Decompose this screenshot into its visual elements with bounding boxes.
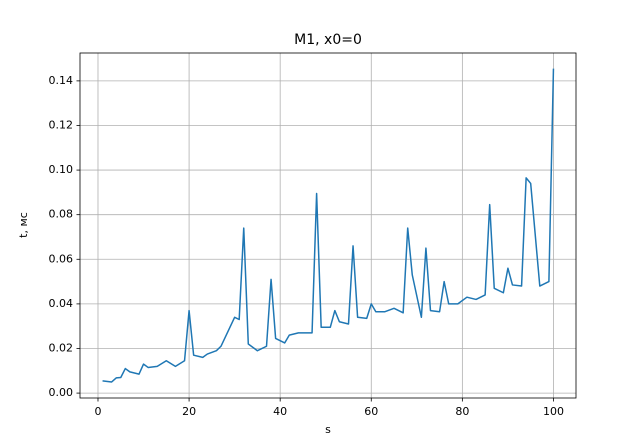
- chart-title: M1, x0=0: [294, 32, 362, 48]
- y-tick-label: 0.12: [49, 118, 74, 131]
- y-tick-label: 0.08: [49, 208, 74, 221]
- x-tick-label: 80: [455, 405, 469, 418]
- x-tick-label: 20: [182, 405, 196, 418]
- x-tick-label: 100: [543, 405, 564, 418]
- y-tick-label: 0.06: [49, 252, 74, 265]
- y-tick-label: 0.14: [49, 74, 74, 87]
- y-axis-label: t, мс: [17, 212, 30, 238]
- data-line: [102, 68, 555, 383]
- x-tick-label: 40: [273, 405, 287, 418]
- y-tick-label: 0.02: [49, 341, 74, 354]
- y-tick-label: 0.10: [49, 163, 74, 176]
- y-tick-label: 0.04: [49, 297, 74, 310]
- x-tick-label: 60: [364, 405, 378, 418]
- y-tick-label: 0.00: [49, 386, 74, 399]
- x-axis-label: s: [325, 423, 331, 436]
- x-tick-label: 0: [94, 405, 101, 418]
- plot-frame: [79, 52, 577, 399]
